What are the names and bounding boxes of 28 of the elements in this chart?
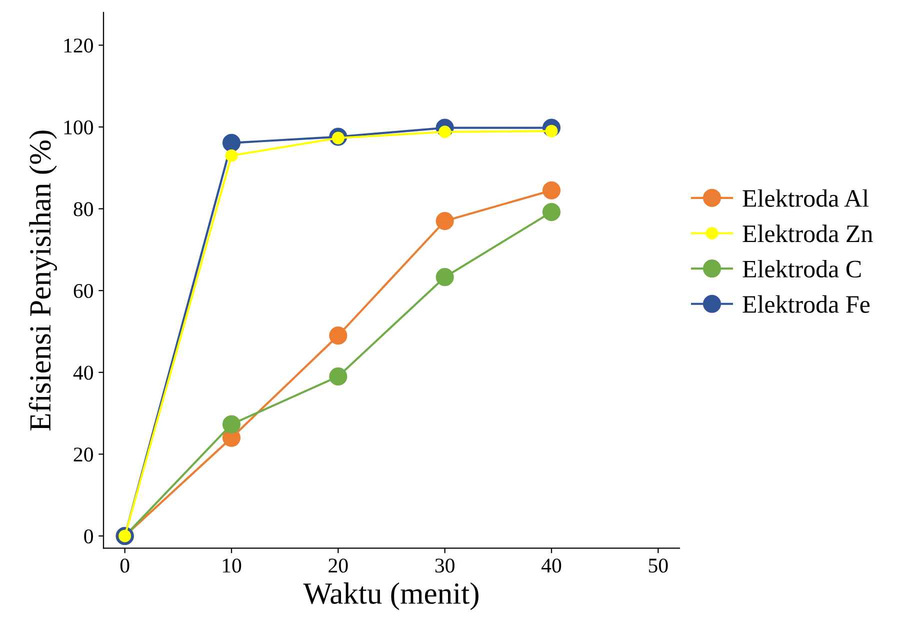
y-tick-label: 100 [64,120,93,134]
point [225,149,238,162]
x-tick-label: 40 [541,558,562,573]
legend-label: Elektroda C [742,260,861,278]
point [542,203,561,222]
y-tick-label: 40 [73,366,93,380]
legend-label: Elektroda Zn [742,224,873,242]
legend-label: Elektroda Fe [742,295,870,313]
y-tick-label: 80 [74,202,93,216]
y-axis-title: Efisiensi Penyisihan (%) [28,130,57,431]
point [222,134,241,152]
x-tick-label: 30 [435,558,454,573]
y-tick-label: 20 [74,448,93,462]
point [436,212,454,230]
point [329,326,348,345]
point [329,367,348,386]
y-tick-label: 0 [84,529,93,544]
x-tick-label: 50 [648,558,668,573]
x-tick-label: 0 [120,558,130,573]
y-tick-label: 120 [64,38,93,53]
y-tick-label: 60 [74,284,93,298]
x-tick-label: 20 [328,558,348,573]
point [436,268,454,286]
point [542,181,561,200]
point [222,415,241,434]
x-tick-label: 10 [222,558,242,573]
x-axis-title: Waktu (menit) [303,582,478,610]
legend-label: Elektroda Al [742,189,869,207]
